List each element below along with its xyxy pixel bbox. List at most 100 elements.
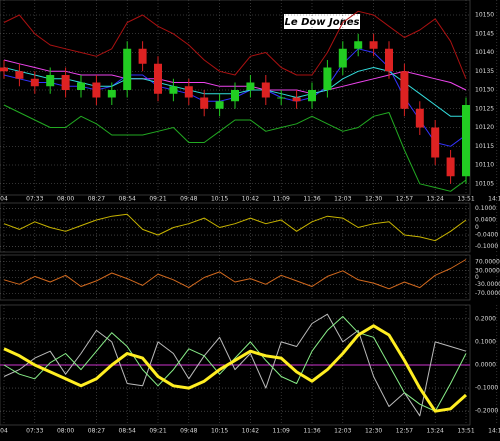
series-line: [3, 104, 467, 192]
y-tick-label: 10145: [475, 30, 494, 37]
candle-body: [369, 41, 378, 49]
candle-body: [92, 82, 101, 98]
y-tick-label: -0.1000: [475, 243, 498, 250]
x-tick-label: 10:15: [211, 428, 228, 435]
y-tick-label: 10125: [475, 105, 494, 112]
y-tick-label: 0.1000: [475, 205, 496, 212]
candle-body: [338, 48, 347, 68]
candle-body: [385, 48, 393, 72]
candle-body: [462, 105, 470, 177]
y-tick-label: -30.0000: [475, 281, 500, 288]
series-line: [3, 10, 467, 79]
x-tick-label: 13:24: [427, 428, 444, 435]
x-tick-label: 08:00: [57, 196, 74, 203]
y-tick-label: 10120: [475, 124, 494, 131]
panel-frame: [0, 254, 471, 301]
x-tick-label: 10:15: [211, 196, 228, 203]
x-tick-label: 11:36: [303, 196, 320, 203]
x-tick-label: 08:00: [57, 428, 74, 435]
candle-body: [415, 108, 424, 128]
candle-body: [184, 86, 193, 98]
series-line: [3, 259, 467, 290]
y-tick-label: 10115: [475, 143, 494, 150]
x-tick-label: 11:09: [273, 196, 290, 203]
y-tick-label: 10135: [475, 68, 494, 75]
x-tick-label: 04: [0, 196, 8, 203]
x-tick-label: 12:57: [396, 428, 413, 435]
x-tick-label: 14:18: [488, 428, 500, 435]
x-tick-label: 09:21: [149, 196, 166, 203]
candle-body: [308, 90, 316, 102]
candle-body: [292, 97, 301, 102]
x-tick-label: 12:30: [365, 196, 382, 203]
x-tick-label: 08:27: [88, 428, 105, 435]
candle-body: [277, 97, 286, 99]
y-tick-label: -0.0400: [475, 232, 498, 239]
x-tick-label: 12:03: [334, 428, 351, 435]
y-tick-label: 70.0000: [475, 258, 500, 265]
series-line: [3, 324, 468, 413]
x-tick-label: 11:09: [273, 428, 290, 435]
panel-frame: [0, 0, 471, 196]
candle-body: [446, 157, 455, 177]
x-tick-label: 12:30: [365, 428, 382, 435]
x-tick-label: 09:48: [180, 196, 197, 203]
candle-body: [215, 101, 224, 109]
x-tick-label: 07:33: [26, 196, 43, 203]
candle-body: [138, 48, 147, 64]
candle-body: [77, 82, 85, 90]
candle-body: [323, 67, 332, 90]
x-tick-label: 10:42: [242, 428, 259, 435]
x-tick-label: 09:21: [149, 428, 166, 435]
candle-body: [400, 71, 409, 109]
x-tick-label: 11:36: [303, 428, 320, 435]
y-tick-label: -70.0000: [475, 290, 500, 297]
series-line: [3, 213, 467, 242]
x-tick-label: 09:48: [180, 428, 197, 435]
panel-frame: [0, 202, 471, 253]
y-tick-label: 0: [475, 224, 479, 231]
candle-body: [46, 75, 55, 87]
candle-body: [107, 90, 116, 98]
candle-body: [15, 71, 24, 79]
x-tick-label: 07:33: [26, 428, 43, 435]
x-tick-label: 08:54: [119, 428, 136, 435]
candle-body: [431, 127, 440, 158]
y-tick-label: -0.1000: [475, 385, 498, 392]
candle-body: [61, 75, 70, 90]
y-tick-label: 10150: [475, 12, 494, 19]
x-tick-label: 14:18: [488, 196, 500, 203]
y-tick-label: 0.0000: [475, 362, 496, 369]
candle-body: [354, 41, 363, 49]
x-tick-label: 12:03: [334, 196, 351, 203]
candle-body: [231, 90, 239, 102]
candle-body: [246, 82, 255, 90]
x-tick-label: 13:24: [427, 196, 444, 203]
series-line: [3, 313, 467, 417]
x-tick-label: 13:51: [457, 428, 474, 435]
series-line: [3, 316, 467, 412]
y-tick-label: 0.0400: [475, 216, 496, 223]
candle-body: [200, 97, 209, 109]
candle-body: [261, 82, 270, 98]
y-tick-label: 10130: [475, 87, 494, 94]
y-tick-label: -0.2000: [475, 408, 498, 415]
y-tick-label: 10105: [475, 180, 494, 187]
y-tick-label: 10140: [475, 49, 494, 56]
candle-body: [30, 78, 39, 87]
candle-body: [123, 48, 132, 90]
candle-body: [154, 63, 162, 94]
y-tick-label: 0.2000: [475, 315, 496, 322]
x-tick-label: 13:51: [457, 196, 474, 203]
y-tick-label: 0: [475, 274, 479, 281]
x-tick-label: 12:57: [396, 196, 413, 203]
x-tick-label: 04: [0, 428, 8, 435]
candle-body: [169, 86, 178, 94]
chart-title: Le Dow Jones: [285, 17, 360, 28]
y-tick-label: 30.0000: [475, 267, 500, 274]
x-tick-label: 08:27: [88, 196, 105, 203]
x-tick-label: 08:54: [119, 196, 136, 203]
candle-body: [0, 67, 8, 72]
x-tick-label: 10:42: [242, 196, 259, 203]
